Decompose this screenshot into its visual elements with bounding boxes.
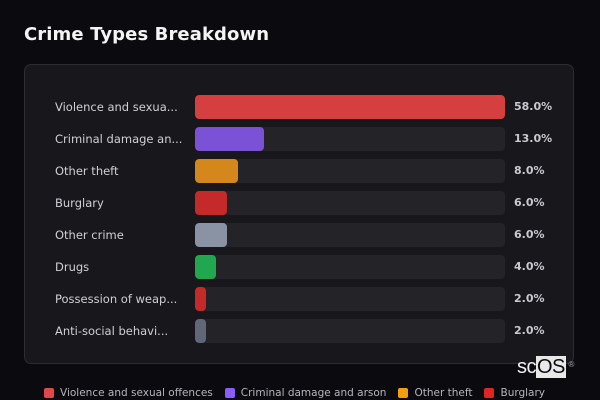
- bar-fill[interactable]: [195, 223, 227, 247]
- legend-swatch-icon: [224, 388, 235, 398]
- legend-label: Other theft: [414, 387, 473, 399]
- bar-value: 13.0%: [514, 132, 553, 145]
- bar-label: Other theft: [55, 164, 119, 178]
- bar-track: [195, 127, 505, 151]
- bar-fill[interactable]: [195, 287, 206, 311]
- legend-label: Violence and sexual offences: [60, 387, 213, 399]
- bar-row[interactable]: Criminal damage an... 13.0%: [25, 127, 575, 151]
- bar-fill[interactable]: [195, 159, 238, 183]
- chart-legend: Violence and sexual offences Criminal dam…: [44, 386, 545, 400]
- bar-row[interactable]: Burglary 6.0%: [25, 191, 575, 215]
- bar-row[interactable]: Drugs 4.0%: [25, 255, 575, 279]
- logo-os: OS: [536, 356, 566, 378]
- legend-label: Burglary: [500, 387, 546, 399]
- bar-row[interactable]: Anti-social behavi... 2.0%: [25, 319, 575, 343]
- bar-label: Burglary: [55, 196, 104, 210]
- bar-track: [195, 191, 505, 215]
- legend-swatch-icon: [398, 388, 409, 398]
- bar-value: 6.0%: [514, 196, 545, 209]
- legend-label: Criminal damage and arson: [240, 387, 387, 399]
- bar-label: Possession of weap...: [55, 292, 178, 306]
- legend-swatch-icon: [44, 388, 54, 398]
- registered-mark: ®: [568, 360, 575, 369]
- legend-item[interactable]: Criminal damage and arson: [224, 387, 387, 399]
- bar-fill[interactable]: [195, 255, 216, 279]
- bar-label: Anti-social behavi...: [55, 324, 169, 338]
- bar-row[interactable]: Other crime 6.0%: [25, 223, 575, 247]
- bar-value: 6.0%: [514, 228, 545, 241]
- bar-value: 2.0%: [514, 324, 545, 337]
- bar-value: 8.0%: [514, 164, 545, 177]
- bar-row[interactable]: Violence and sexua... 58.0%: [25, 95, 575, 119]
- legend-item[interactable]: Other theft: [398, 387, 472, 399]
- scos-logo: scOS ®: [517, 356, 574, 378]
- bar-fill[interactable]: [195, 127, 264, 151]
- chart-card: Violence and sexua... 58.0% Criminal damag…: [24, 64, 574, 364]
- bar-value: 4.0%: [514, 260, 545, 273]
- bar-label: Violence and sexua...: [55, 100, 178, 114]
- bar-value: 2.0%: [514, 292, 545, 305]
- bar-fill[interactable]: [195, 319, 206, 343]
- bar-track: [195, 95, 505, 119]
- bar-value: 58.0%: [514, 100, 553, 113]
- bar-track: [195, 287, 505, 311]
- bar-label: Drugs: [55, 260, 90, 274]
- bar-track: [195, 159, 505, 183]
- legend-item[interactable]: Burglary: [484, 387, 545, 399]
- bar-track: [195, 319, 505, 343]
- bar-label: Criminal damage an...: [55, 132, 183, 146]
- bar-fill[interactable]: [195, 191, 227, 215]
- bar-track: [195, 255, 505, 279]
- bar-track: [195, 223, 505, 247]
- bar-row[interactable]: Possession of weap... 2.0%: [25, 287, 575, 311]
- bar-fill[interactable]: [195, 95, 505, 119]
- page-title: Crime Types Breakdown: [24, 24, 270, 45]
- bar-row[interactable]: Other theft 8.0%: [25, 159, 575, 183]
- logo-sc: sc: [517, 356, 537, 378]
- legend-swatch-icon: [484, 388, 495, 398]
- bar-label: Other crime: [55, 228, 124, 242]
- legend-item[interactable]: Violence and sexual offences: [44, 387, 213, 399]
